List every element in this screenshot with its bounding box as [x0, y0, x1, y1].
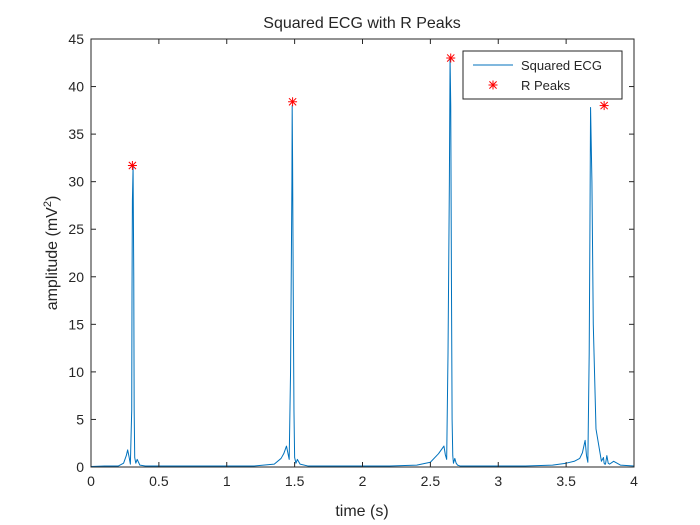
legend-marker-asterisk [488, 80, 498, 90]
y-axis-label-end: ) [44, 196, 61, 201]
x-tick-label: 2 [359, 473, 367, 489]
y-tick-label: 15 [68, 316, 84, 332]
legend-label-squared-ecg: Squared ECG [521, 58, 602, 73]
y-tick-label: 5 [76, 411, 84, 427]
chart-title: Squared ECG with R Peaks [263, 15, 460, 32]
y-axis-label: amplitude (mV2) [42, 196, 61, 311]
x-tick-label: 0.5 [149, 473, 169, 489]
r-peak-marker [288, 97, 298, 107]
y-tick-label: 30 [68, 174, 84, 190]
x-axis-label: time (s) [335, 503, 388, 520]
y-tick-label: 20 [68, 269, 84, 285]
y-tick-label: 0 [76, 459, 84, 475]
x-tick-label: 0 [87, 473, 95, 489]
x-tick-label: 1 [223, 473, 231, 489]
r-peak-marker [446, 53, 456, 63]
legend-box [462, 50, 623, 100]
x-tick-label: 2.5 [421, 473, 441, 489]
r-peak-marker [599, 101, 609, 111]
y-axis-label-main: amplitude (mV [44, 207, 61, 310]
y-tick-label: 10 [68, 364, 84, 380]
x-tick-label: 3 [494, 473, 502, 489]
legend-label-r-peaks: R Peaks [521, 78, 571, 93]
y-tick-label: 45 [68, 31, 84, 47]
x-tick-label: 1.5 [285, 473, 305, 489]
r-peak-marker [127, 160, 137, 170]
y-tick-label: 40 [68, 79, 84, 95]
plot-area [91, 39, 634, 467]
y-tick-label: 35 [68, 126, 84, 142]
y-axis-label-superscript: 2 [42, 201, 54, 207]
x-tick-label: 3.5 [556, 473, 576, 489]
x-tick-label: 4 [630, 473, 638, 489]
legend: Squared ECG R Peaks [462, 50, 623, 100]
legend-marker-swatch [488, 80, 498, 90]
y-tick-label: 25 [68, 221, 84, 237]
